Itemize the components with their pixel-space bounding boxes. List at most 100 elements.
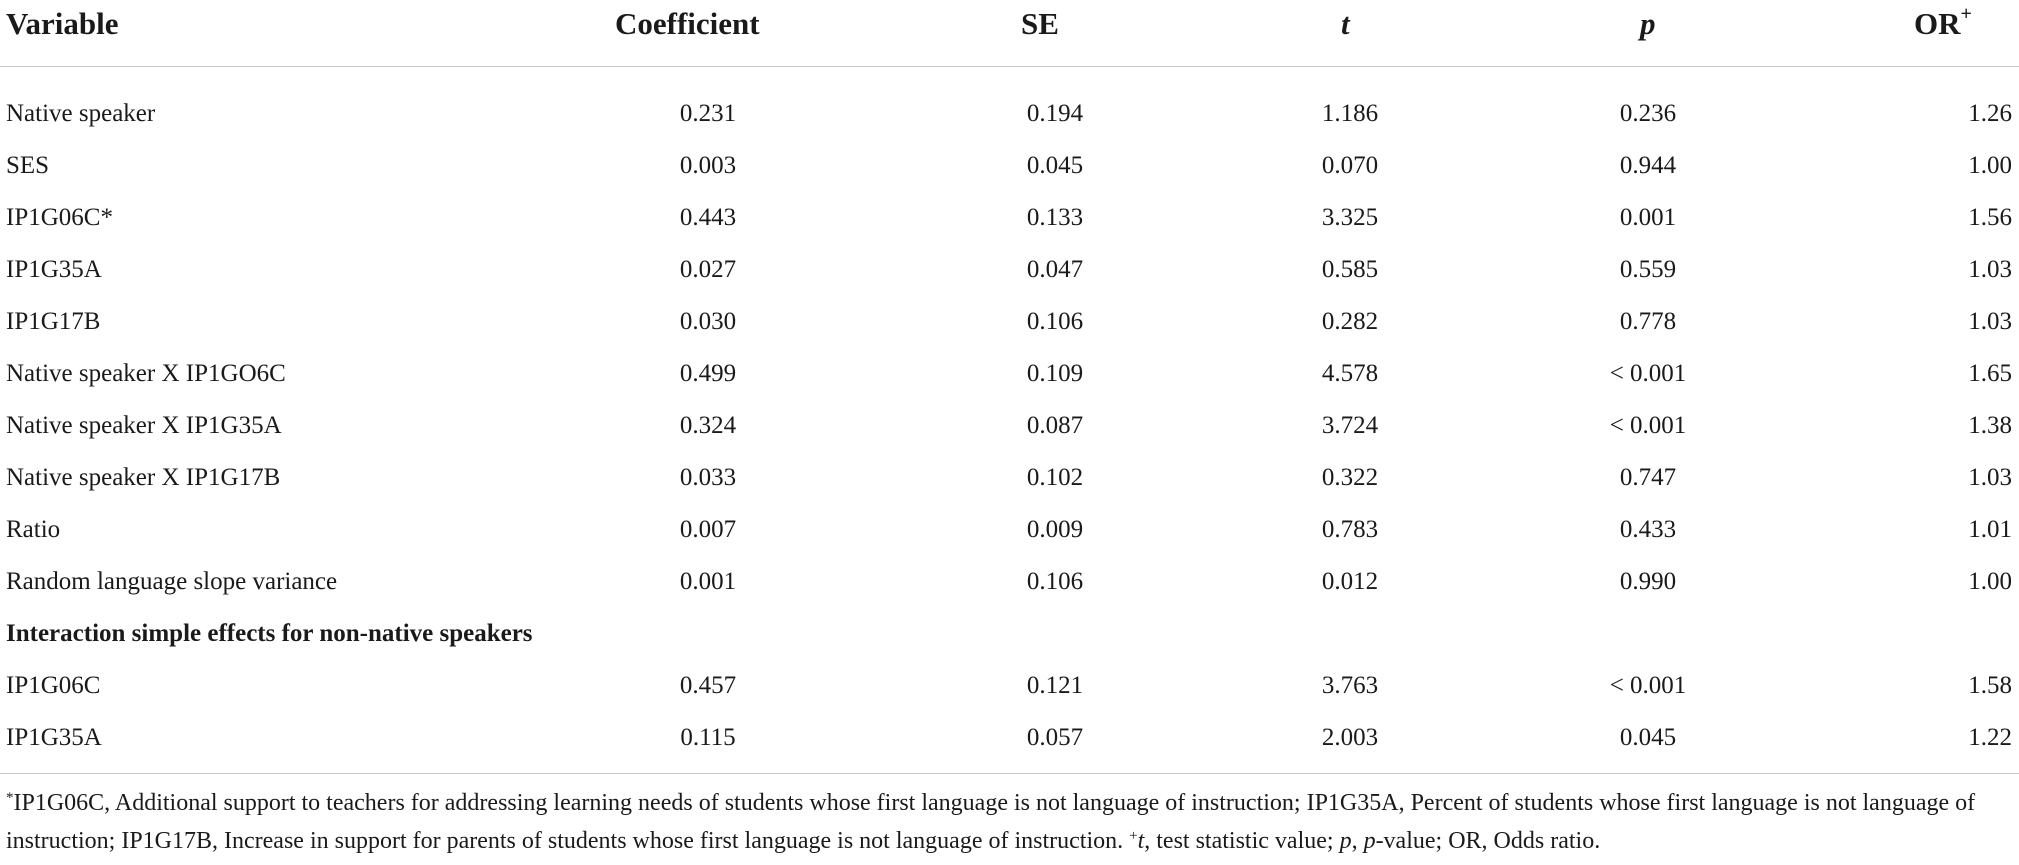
table-row: Random language slope variance 0.001 0.106… [0, 556, 2019, 608]
cell-t: 3.325 [1321, 204, 1379, 231]
cell-se: 0.121 [1026, 672, 1084, 699]
cell-se: 0.109 [1026, 360, 1084, 387]
cell-variable: Ratio [6, 516, 61, 543]
cell-or: 1.00 [1968, 568, 2012, 595]
table-header: Variable Coefficient SE t p OR+ [0, 0, 2019, 66]
footnote-text-1: IP1G06C, Additional support to teachers … [6, 790, 1976, 854]
table-row: Ratio 0.007 0.009 0.783 0.433 1.01 [0, 504, 2019, 556]
cell-t: 3.763 [1321, 672, 1379, 699]
header-or: OR+ [1914, 2, 1972, 46]
cell-t: 0.585 [1321, 256, 1379, 283]
footnote-text-4: -value; OR, Odds ratio. [1375, 828, 1601, 854]
cell-se: 0.102 [1026, 464, 1084, 491]
cell-t: 0.070 [1321, 152, 1379, 179]
table-row: Native speaker 0.231 0.194 1.186 0.236 1.26 [0, 88, 2019, 140]
table-row: IP1G35A 0.115 0.057 2.003 0.045 1.22 [0, 712, 2019, 764]
cell-variable: IP1G35A [6, 256, 102, 283]
header-variable: Variable [6, 6, 119, 41]
header-se: SE [1021, 6, 1059, 41]
cell-p: 0.747 [1619, 464, 1677, 491]
section-header-row: Interaction simple effects for non-nativ… [0, 608, 2019, 660]
cell-coefficient: 0.003 [679, 152, 737, 179]
cell-variable: Native speaker [6, 100, 156, 127]
cell-or: 1.03 [1968, 256, 2012, 283]
cell-p: 0.944 [1619, 152, 1677, 179]
header-rule [0, 66, 2019, 67]
cell-coefficient: 0.499 [679, 360, 737, 387]
table-row: Native speaker X IP1GO6C 0.499 0.109 4.578 <… [0, 348, 2019, 400]
cell-se: 0.106 [1026, 568, 1084, 595]
cell-variable: IP1G35A [6, 724, 102, 751]
cell-or: 1.38 [1968, 412, 2012, 439]
cell-variable: Native speaker X IP1G17B [6, 464, 281, 491]
cell-t: 4.578 [1321, 360, 1379, 387]
cell-se: 0.194 [1026, 100, 1084, 127]
header-coefficient: Coefficient [615, 6, 760, 41]
cell-or: 1.58 [1968, 672, 2012, 699]
cell-variable: SES [6, 152, 50, 179]
cell-coefficient: 0.115 [680, 724, 736, 751]
cell-t: 0.322 [1321, 464, 1379, 491]
cell-coefficient: 0.001 [679, 568, 737, 595]
cell-p: 0.778 [1619, 308, 1677, 335]
cell-or: 1.26 [1968, 100, 2012, 127]
cell-coefficient: 0.033 [679, 464, 737, 491]
table-row: IP1G17B 0.030 0.106 0.282 0.778 1.03 [0, 296, 2019, 348]
cell-se: 0.045 [1026, 152, 1084, 179]
cell-t: 0.282 [1321, 308, 1379, 335]
cell-p: < 0.001 [1609, 672, 1687, 699]
cell-p: < 0.001 [1609, 360, 1687, 387]
cell-t: 0.783 [1321, 516, 1379, 543]
cell-or: 1.03 [1968, 308, 2012, 335]
cell-or: 1.22 [1968, 724, 2012, 751]
cell-coefficient: 0.231 [679, 100, 737, 127]
cell-p: 0.045 [1619, 724, 1677, 751]
cell-p: 0.236 [1619, 100, 1677, 127]
cell-p: 0.990 [1619, 568, 1677, 595]
section-title: Interaction simple effects for non-nativ… [6, 620, 533, 647]
header-p: p [1640, 6, 1656, 41]
cell-se: 0.087 [1026, 412, 1084, 439]
table-footnote: *IP1G06C, Additional support to teachers… [6, 784, 2014, 860]
cell-coefficient: 0.443 [679, 204, 737, 231]
cell-p: 0.559 [1619, 256, 1677, 283]
cell-t: 2.003 [1321, 724, 1379, 751]
cell-variable: IP1G17B [6, 308, 101, 335]
table-row: IP1G06C 0.457 0.121 3.763 < 0.001 1.58 [0, 660, 2019, 712]
table-row: IP1G35A 0.027 0.047 0.585 0.559 1.03 [0, 244, 2019, 296]
cell-variable: IP1G06C* [6, 204, 113, 231]
footnote-text-3: , [1351, 828, 1364, 854]
cell-coefficient: 0.457 [679, 672, 737, 699]
footnote-text-2: , test statistic value; [1144, 828, 1340, 854]
table-row: Native speaker X IP1G35A 0.324 0.087 3.724 <… [0, 400, 2019, 452]
cell-coefficient: 0.027 [679, 256, 737, 283]
table-row: IP1G06C* 0.443 0.133 3.325 0.001 1.56 [0, 192, 2019, 244]
cell-coefficient: 0.030 [679, 308, 737, 335]
cell-t: 0.012 [1321, 568, 1379, 595]
cell-se: 0.133 [1026, 204, 1084, 231]
cell-variable: Native speaker X IP1GO6C [6, 360, 286, 387]
footnote-plus: + [1129, 828, 1138, 844]
cell-variable: Native speaker X IP1G35A [6, 412, 282, 439]
table-bottom-rule [0, 773, 2019, 774]
cell-variable: Random language slope variance [6, 568, 338, 595]
cell-t: 1.186 [1321, 100, 1379, 127]
cell-or: 1.56 [1968, 204, 2012, 231]
cell-t: 3.724 [1321, 412, 1379, 439]
cell-variable: IP1G06C [6, 672, 101, 699]
cell-se: 0.106 [1026, 308, 1084, 335]
cell-coefficient: 0.324 [679, 412, 737, 439]
cell-se: 0.057 [1026, 724, 1084, 751]
cell-coefficient: 0.007 [679, 516, 737, 543]
cell-or: 1.65 [1968, 360, 2012, 387]
cell-p: < 0.001 [1609, 412, 1687, 439]
footnote-star: * [6, 790, 14, 806]
table-row: Native speaker X IP1G17B 0.033 0.102 0.322 0… [0, 452, 2019, 504]
cell-p: 0.433 [1619, 516, 1677, 543]
footnote-t-symbol: t [1137, 828, 1145, 854]
footnote-p-symbol: p [1339, 828, 1352, 854]
table-body: Native speaker 0.231 0.194 1.186 0.236 1.26 SE… [0, 88, 2019, 764]
cell-or: 1.00 [1968, 152, 2012, 179]
cell-p: 0.001 [1619, 204, 1677, 231]
header-or-superscript: + [1960, 3, 1972, 25]
